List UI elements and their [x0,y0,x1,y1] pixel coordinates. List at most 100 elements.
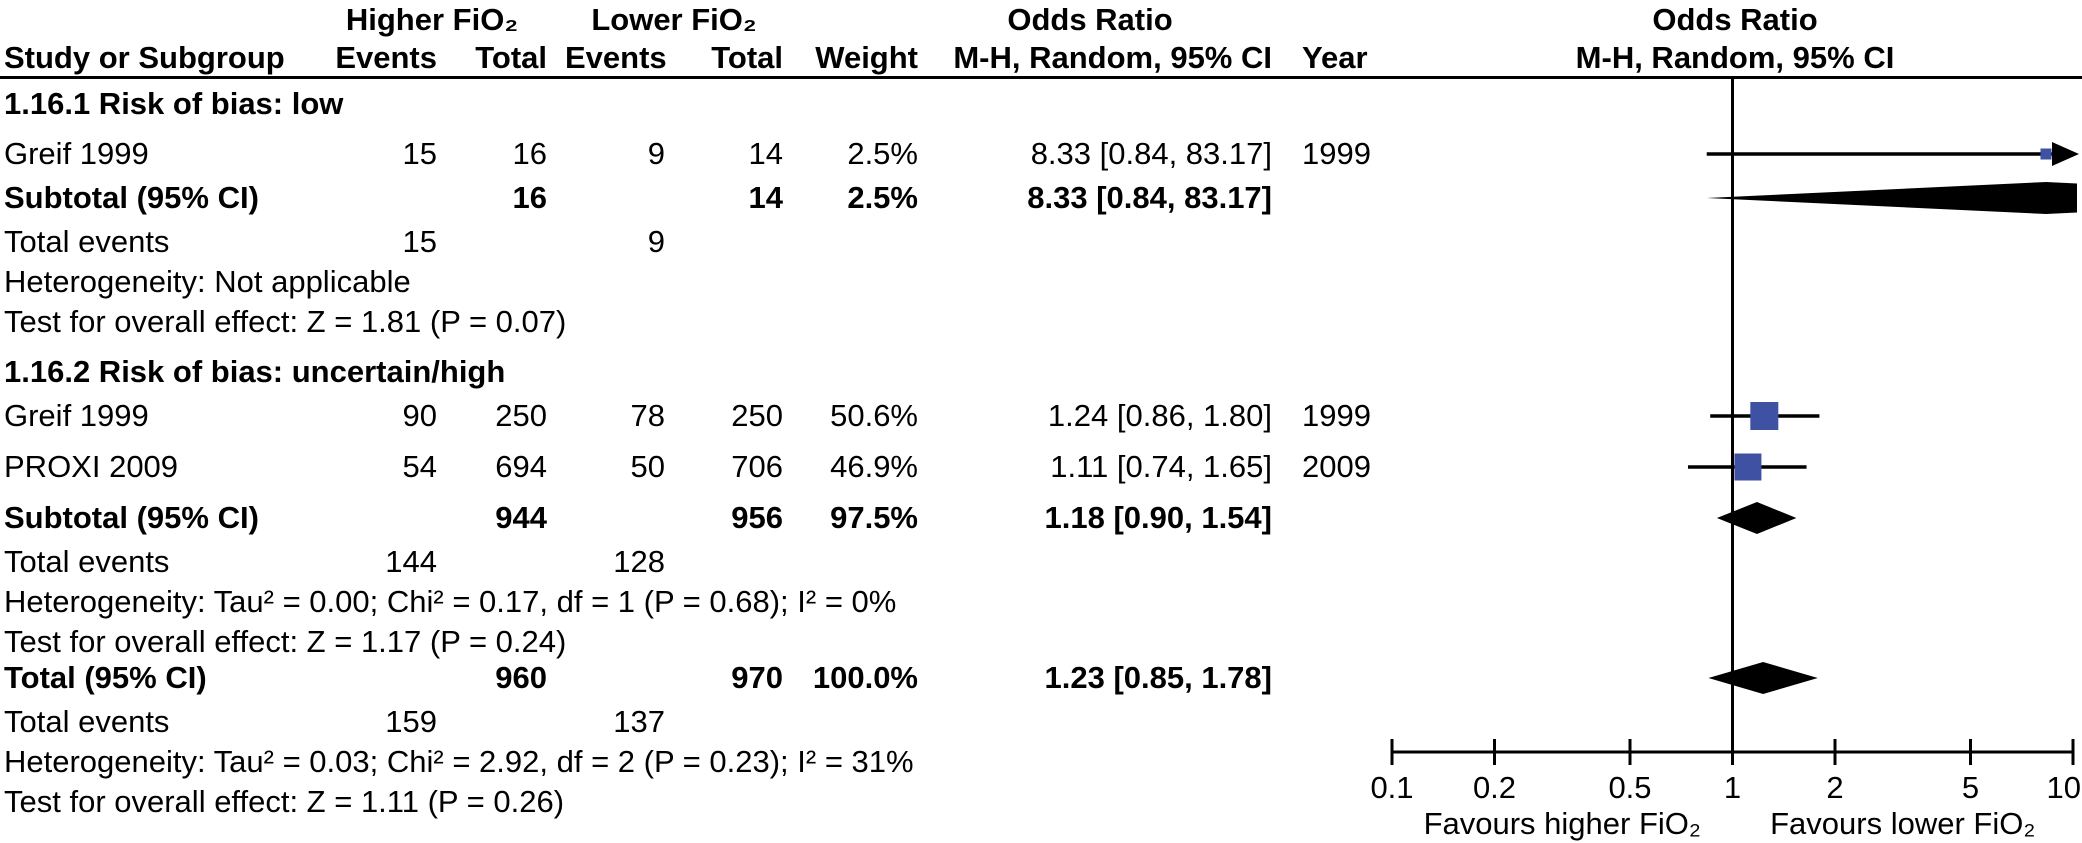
total-events-label: Total events [4,704,170,739]
total-lower: 14 [748,136,783,171]
heterogeneity-row: Heterogeneity: Tau² = 0.03; Chi² = 2.92,… [0,742,1395,782]
subtotal-row: Subtotal (95% CI) 16 14 2.5% 8.33 [0.84,… [0,178,1395,218]
overall-effect-text: Test for overall effect: Z = 1.81 (P = 0… [4,304,567,339]
total-events-lower: 9 [647,224,665,259]
col-group-odds-ratio-text: Odds Ratio [1007,2,1173,37]
study-point-square [1750,402,1779,430]
overall-effect-text: Test for overall effect: Z = 1.11 (P = 0… [4,784,565,819]
overall-effect-row: Test for overall effect: Z = 1.11 (P = 0… [0,782,1395,822]
events-higher: 90 [402,398,437,433]
col-header-study: Study or Subgroup [4,40,285,75]
or-ci-value: 1.11 [0.74, 1.65] [1050,449,1272,484]
total-events-higher: 15 [402,224,437,259]
col-group-odds-ratio-plot: Odds Ratio [1652,2,1818,37]
or-ci-value: 1.23 [0.85, 1.78] [1044,660,1273,695]
header-columns-row: Study or Subgroup Events Total Events To… [0,38,1395,78]
total-higher: 694 [495,449,547,484]
weight-value: 97.5% [830,500,918,535]
year-value: 2009 [1302,449,1371,484]
total-events-lower: 137 [613,704,665,739]
events-lower: 50 [630,449,665,484]
axis-tick-label: 0.5 [1608,770,1651,805]
header-group-row: Higher FiO₂ Lower FiO₂ Odds Ratio [0,0,1395,40]
axis-tick-label: 1 [1724,770,1741,805]
total-events-label: Total events [4,544,170,579]
favours-right-label: Favours lower FiO₂ [1770,806,2035,841]
heterogeneity-row: Heterogeneity: Not applicable [0,262,1395,302]
weight-value: 50.6% [830,398,918,433]
pooled-diamond [1708,662,1818,694]
subgroup-title: 1.16.1 Risk of bias: low [4,86,344,121]
total-events-higher: 159 [385,704,437,739]
axis-tick-label: 10 [2047,770,2081,805]
subgroup-heading: 1.16.1 Risk of bias: low [0,84,1395,124]
total-events-lower: 128 [613,544,665,579]
total-higher: 16 [512,136,547,171]
weight-value: 2.5% [847,180,918,215]
total-events-row: Total events 15 9 [0,222,1395,262]
study-name: Greif 1999 [4,398,149,433]
or-ci-value: 8.33 [0.84, 83.17] [1030,136,1272,171]
overall-effect-row: Test for overall effect: Z = 1.17 (P = 0… [0,622,1395,662]
col-header-total-lower: Total [711,40,783,75]
axis-tick-label: 5 [1962,770,1979,805]
total-higher: 960 [495,660,547,695]
subtotal-label: Subtotal (95% CI) [4,180,259,215]
study-name: Greif 1999 [4,136,149,171]
favours-left-label: Favours higher FiO₂ [1424,806,1701,841]
axis-tick-label: 2 [1826,770,1843,805]
heterogeneity-text: Heterogeneity: Not applicable [4,264,411,299]
total-row: Total (95% CI) 960 970 100.0% 1.23 [0.85… [0,658,1395,698]
col-header-events-lower: Events [565,40,667,75]
col-header-mh-ci: M-H, Random, 95% CI [953,40,1272,75]
overall-effect-row: Test for overall effect: Z = 1.81 (P = 0… [0,302,1395,342]
col-header-total-higher: Total [475,40,547,75]
subgroup-title: 1.16.2 Risk of bias: uncertain/high [4,354,506,389]
events-higher: 54 [402,449,437,484]
year-value: 1999 [1302,398,1371,433]
total-lower: 970 [731,660,783,695]
heterogeneity-text: Heterogeneity: Tau² = 0.00; Chi² = 0.17,… [4,584,897,619]
total-events-row: Total events 159 137 [0,702,1395,742]
events-lower: 78 [630,398,665,433]
heterogeneity-row: Heterogeneity: Tau² = 0.00; Chi² = 0.17,… [0,582,1395,622]
total-lower: 14 [748,180,783,215]
total-lower: 956 [731,500,783,535]
study-row: Greif 1999 90 250 78 250 50.6% 1.24 [0.8… [0,396,1395,436]
arrow-right-icon [2052,142,2079,166]
total-lower: 706 [731,449,783,484]
col-header-plot-mh-ci: M-H, Random, 95% CI [1575,40,1895,75]
or-ci-value: 1.18 [0.90, 1.54] [1044,500,1273,535]
pooled-diamond [1706,182,2077,214]
col-header-events-higher: Events [335,40,437,75]
total-events-row: Total events 144 128 [0,542,1395,582]
study-row: PROXI 2009 54 694 50 706 46.9% 1.11 [0.7… [0,447,1395,487]
study-point-square [1734,453,1762,481]
events-lower: 9 [647,136,665,171]
study-point-square [2040,148,2052,160]
weight-value: 46.9% [830,449,918,484]
total-label: Total (95% CI) [4,660,207,695]
weight-value: 100.0% [812,660,918,695]
total-higher: 250 [495,398,547,433]
subtotal-label: Subtotal (95% CI) [4,500,259,535]
col-header-year: Year [1302,40,1368,75]
header-divider [0,76,2082,79]
total-events-label: Total events [4,224,170,259]
study-row: Greif 1999 15 16 9 14 2.5% 8.33 [0.84, 8… [0,134,1395,174]
weight-value: 2.5% [847,136,918,171]
overall-effect-text: Test for overall effect: Z = 1.17 (P = 0… [4,624,567,659]
subgroup-heading: 1.16.2 Risk of bias: uncertain/high [0,352,1395,392]
col-header-weight: Weight [815,40,918,75]
axis-tick-label: 0.1 [1370,770,1413,805]
events-higher: 15 [402,136,437,171]
total-higher: 16 [512,180,547,215]
axis-tick-label: 0.2 [1473,770,1516,805]
heterogeneity-text: Heterogeneity: Tau² = 0.03; Chi² = 2.92,… [4,744,914,779]
total-lower: 250 [731,398,783,433]
study-name: PROXI 2009 [4,449,179,484]
col-group-higher-fio2: Higher FiO₂ [345,2,519,37]
total-higher: 944 [495,500,547,535]
